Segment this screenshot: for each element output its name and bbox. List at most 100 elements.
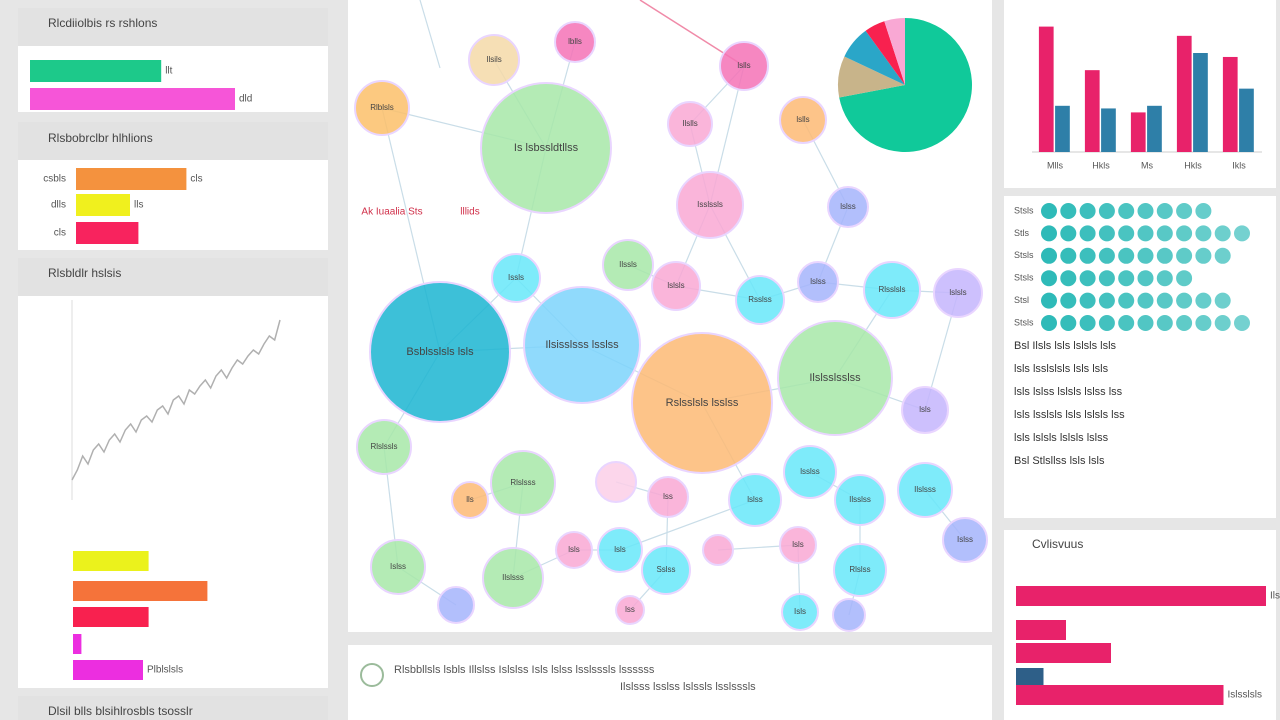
- node: [597, 527, 643, 573]
- dot: [1214, 315, 1231, 331]
- node-label: Ilsslss: [849, 495, 871, 504]
- bar: [73, 634, 82, 654]
- dot: [1079, 270, 1096, 287]
- node: [482, 547, 544, 609]
- bar: [1222, 56, 1238, 152]
- node-label: Ilslsss: [502, 573, 524, 582]
- annotation: lllids: [460, 207, 479, 218]
- node: [451, 481, 489, 519]
- node-label: lslsls: [949, 288, 966, 297]
- dot: [1195, 292, 1212, 309]
- panel: [1004, 196, 1276, 518]
- node-label: lsls: [919, 405, 931, 414]
- x-tick-label: Hkls: [1092, 160, 1110, 170]
- row-label: Stsls: [1014, 273, 1034, 283]
- dot: [1118, 315, 1135, 331]
- dot: [1079, 247, 1096, 264]
- dot: [1137, 292, 1154, 309]
- text-line: Bsl Ilsls lsls lslsls lsls: [1014, 340, 1117, 352]
- row-label: Stsls: [1014, 205, 1034, 215]
- dot: [1060, 315, 1077, 331]
- bar-label: llt: [165, 66, 172, 77]
- dot: [1234, 315, 1250, 331]
- dot: [1214, 292, 1231, 309]
- node-label: lblls: [568, 37, 582, 46]
- dot: [1176, 315, 1193, 331]
- dot: [1118, 292, 1135, 309]
- node: [781, 593, 819, 631]
- node: [827, 186, 869, 228]
- node: [555, 531, 593, 569]
- node: [735, 275, 785, 325]
- dot: [1176, 225, 1193, 242]
- bar: [30, 88, 235, 110]
- node-label: Islss: [390, 562, 406, 571]
- node: [369, 281, 511, 423]
- node-label: Ilsisslsss lsslss: [545, 339, 619, 351]
- panel-title: Dlsil blls blsihlrosbls tsosslr: [48, 704, 193, 718]
- node: [356, 419, 412, 475]
- node: [602, 239, 654, 291]
- dot: [1118, 270, 1135, 287]
- panel: [18, 258, 328, 688]
- node-label: Issls: [508, 273, 524, 282]
- node: [834, 474, 886, 526]
- bar: [1016, 643, 1111, 663]
- bar: [73, 551, 149, 571]
- pie-slice: [884, 18, 905, 85]
- bar: [73, 581, 208, 601]
- bar: [76, 194, 130, 216]
- node: [863, 261, 921, 319]
- dot: [1041, 292, 1057, 309]
- node: [702, 534, 734, 566]
- node-label: lsls: [568, 545, 580, 554]
- dot: [1195, 225, 1212, 242]
- text-line: Ilslsss lsslss lslssls lsslsssls: [620, 681, 756, 693]
- panel-title: Rlsbldlr hslsis: [48, 266, 121, 280]
- dot: [1041, 315, 1057, 331]
- node-label: Ilslls: [682, 119, 698, 128]
- panel-header: [18, 258, 328, 296]
- node-label: lslsls: [667, 281, 684, 290]
- node-label: Ilslsslsslss: [809, 372, 861, 384]
- panel-title: Rlcdiiolbis rs rshlons: [48, 16, 157, 30]
- node: [490, 450, 556, 516]
- text-line: lsls lslsls lslsls lslss: [1014, 432, 1109, 444]
- dot: [1137, 315, 1154, 331]
- node-label: lsls: [614, 545, 626, 554]
- edge: [419, 0, 441, 69]
- dot: [1137, 225, 1154, 242]
- pie-slice: [839, 18, 972, 152]
- node: [468, 34, 520, 86]
- bar: [73, 660, 143, 680]
- row-label: Stls: [1014, 228, 1030, 238]
- dot: [1098, 315, 1115, 331]
- node: [933, 268, 983, 318]
- node: [942, 517, 988, 563]
- dot: [1060, 225, 1077, 242]
- dot: [1079, 203, 1096, 219]
- bar: [73, 607, 149, 627]
- node: [667, 101, 713, 147]
- node-label: Sslss: [656, 565, 675, 574]
- dot: [1079, 225, 1096, 242]
- bar: [1130, 112, 1146, 152]
- bar: [1055, 105, 1070, 152]
- dot: [1137, 247, 1154, 264]
- x-tick-label: Ms: [1141, 160, 1153, 170]
- node: [595, 461, 637, 503]
- bar: [1016, 586, 1266, 606]
- bar: [1101, 108, 1116, 152]
- dot: [1137, 203, 1154, 219]
- node: [783, 445, 837, 499]
- dot: [1234, 225, 1250, 242]
- node: [370, 539, 426, 595]
- bar-category: dlls: [51, 200, 66, 211]
- bar-category: csbls: [43, 174, 66, 185]
- text-line: lsls lslss lslsls lslss lss: [1014, 386, 1123, 398]
- bar-label: dld: [239, 94, 252, 105]
- bar: [30, 60, 162, 82]
- dot: [1176, 270, 1193, 287]
- dot: [1156, 247, 1173, 264]
- node: [437, 586, 475, 624]
